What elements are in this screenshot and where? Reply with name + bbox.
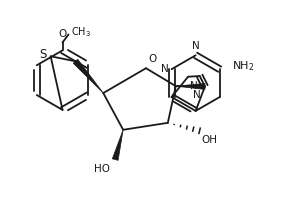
- Text: O: O: [148, 54, 156, 64]
- Text: N: N: [161, 64, 168, 74]
- Text: N: N: [192, 41, 200, 51]
- Text: CH$_3$: CH$_3$: [71, 26, 91, 39]
- Text: NH$_2$: NH$_2$: [232, 59, 254, 73]
- Text: HO: HO: [94, 164, 110, 173]
- Polygon shape: [112, 130, 123, 160]
- Text: N: N: [193, 90, 201, 100]
- Polygon shape: [176, 84, 205, 89]
- Text: S: S: [39, 48, 47, 61]
- Text: OH: OH: [202, 135, 218, 145]
- Text: N: N: [190, 81, 198, 91]
- Polygon shape: [73, 59, 103, 93]
- Text: O: O: [58, 30, 67, 39]
